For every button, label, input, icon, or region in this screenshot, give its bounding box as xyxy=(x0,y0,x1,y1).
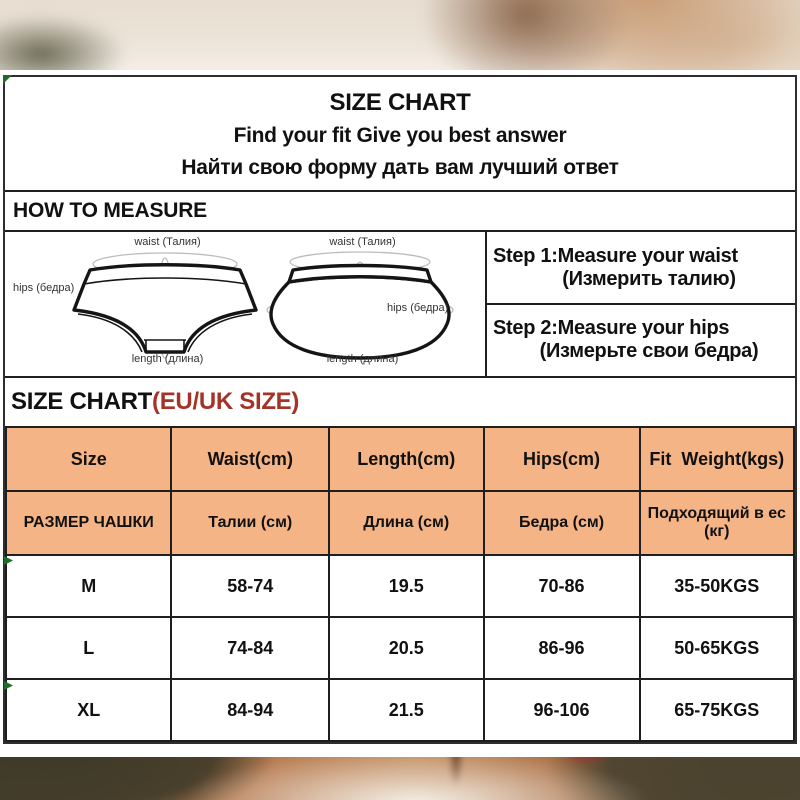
table-row-xl: XL 84-94 21.5 96-106 65-75KGS xyxy=(4,678,796,742)
cell-hips: 86-96 xyxy=(482,616,641,680)
green-corner-mark xyxy=(4,681,13,690)
cell-hips: 70-86 xyxy=(482,554,641,618)
step-2-text-ru: (Измерьте свои бедра) xyxy=(539,340,759,363)
cell-weight: 65-75KGS xyxy=(638,678,796,742)
subtitle-ru: Найти свою форму дать вам лучший ответ xyxy=(181,156,619,180)
header-cell-waist: Waist(cm) xyxy=(170,426,331,492)
panty-back-diagram xyxy=(266,251,454,360)
title-block: SIZE CHART Find your fit Give you best a… xyxy=(5,77,795,192)
bottom-photo-blur xyxy=(0,757,800,800)
cell-size: L xyxy=(4,616,173,680)
cell-length: 20.5 xyxy=(328,616,485,680)
cell-size: M xyxy=(4,554,173,618)
page-title: SIZE CHART xyxy=(329,88,471,116)
header-cell-size-ru: РАЗМЕР ЧАШКИ xyxy=(4,490,173,556)
back-hips-label: hips (бедра) xyxy=(387,302,449,315)
step-1-text-en: Step 1:Measure your waist xyxy=(493,244,738,267)
how-to-measure-heading: HOW TO MEASURE xyxy=(5,192,795,233)
header-cell-length-ru: Длина (см) xyxy=(328,490,485,556)
table-header-ru: РАЗМЕР ЧАШКИ Талии (см) Длина (см) Бедра… xyxy=(4,490,796,556)
green-corner-mark xyxy=(3,75,12,84)
header-cell-weight-ru: Подходящий в ес (кг) xyxy=(638,490,796,556)
header-cell-size: Size xyxy=(4,426,173,492)
back-waist-label: waist (Талия) xyxy=(329,236,396,249)
header-cell-waist-ru: Талии (см) xyxy=(170,490,331,556)
top-photo-blur xyxy=(0,0,800,70)
cell-waist: 74-84 xyxy=(170,616,331,680)
cell-length: 21.5 xyxy=(328,678,485,742)
size-chart-heading-red: (EU/UK SIZE) xyxy=(152,387,300,415)
table-row-l: L 74-84 20.5 86-96 50-65KGS xyxy=(4,616,796,680)
cell-hips: 96-106 xyxy=(482,678,641,742)
cell-waist: 84-94 xyxy=(170,678,331,742)
step-2-cell: Step 2:Measure your hips (Измерьте свои … xyxy=(487,305,795,376)
subtitle-en: Find your fit Give you best answer xyxy=(233,124,567,148)
measure-diagrams: waist (Талия) waist (Талия) hips (бедра)… xyxy=(5,232,485,375)
step-2-text-en: Step 2:Measure your hips xyxy=(493,317,730,340)
bottom-photo xyxy=(0,757,800,800)
header-cell-hips: Hips(cm) xyxy=(482,426,641,492)
cell-weight: 35-50KGS xyxy=(638,554,796,618)
green-corner-mark xyxy=(4,556,13,565)
front-hips-label: hips (бедра) xyxy=(13,282,75,295)
cell-size: XL xyxy=(4,678,173,742)
table-header-en: Size Waist(cm) Length(cm) Hips(cm) Fit W… xyxy=(4,426,796,492)
table-row-m: M 58-74 19.5 70-86 35-50KGS xyxy=(4,554,796,618)
size-chart-sheet: SIZE CHART Find your fit Give you best a… xyxy=(3,75,797,744)
back-length-label: length (длина) xyxy=(326,353,399,366)
step-1-text-ru: (Измерить талию) xyxy=(562,267,736,290)
size-chart-heading-black: SIZE CHART xyxy=(11,387,153,415)
panty-front-diagram xyxy=(72,252,258,359)
cell-waist: 58-74 xyxy=(170,554,331,618)
header-cell-length: Length(cm) xyxy=(328,426,485,492)
cell-length: 19.5 xyxy=(328,554,485,618)
measure-steps: Step 1:Measure your waist (Измерить тали… xyxy=(485,232,795,376)
step-1-cell: Step 1:Measure your waist (Измерить тали… xyxy=(487,232,795,305)
size-table: Size Waist(cm) Length(cm) Hips(cm) Fit W… xyxy=(4,426,796,742)
size-chart-heading: SIZE CHART (EU/UK SIZE) xyxy=(5,378,795,426)
measure-section: waist (Талия) waist (Талия) hips (бедра)… xyxy=(5,232,795,378)
top-photo xyxy=(0,0,800,70)
header-cell-hips-ru: Бедра (см) xyxy=(482,490,641,556)
cell-weight: 50-65KGS xyxy=(638,616,796,680)
header-cell-weight: Fit Weight(kgs) xyxy=(638,426,796,492)
front-length-label: length (длина) xyxy=(131,353,204,366)
front-waist-label: waist (Талия) xyxy=(134,236,201,249)
